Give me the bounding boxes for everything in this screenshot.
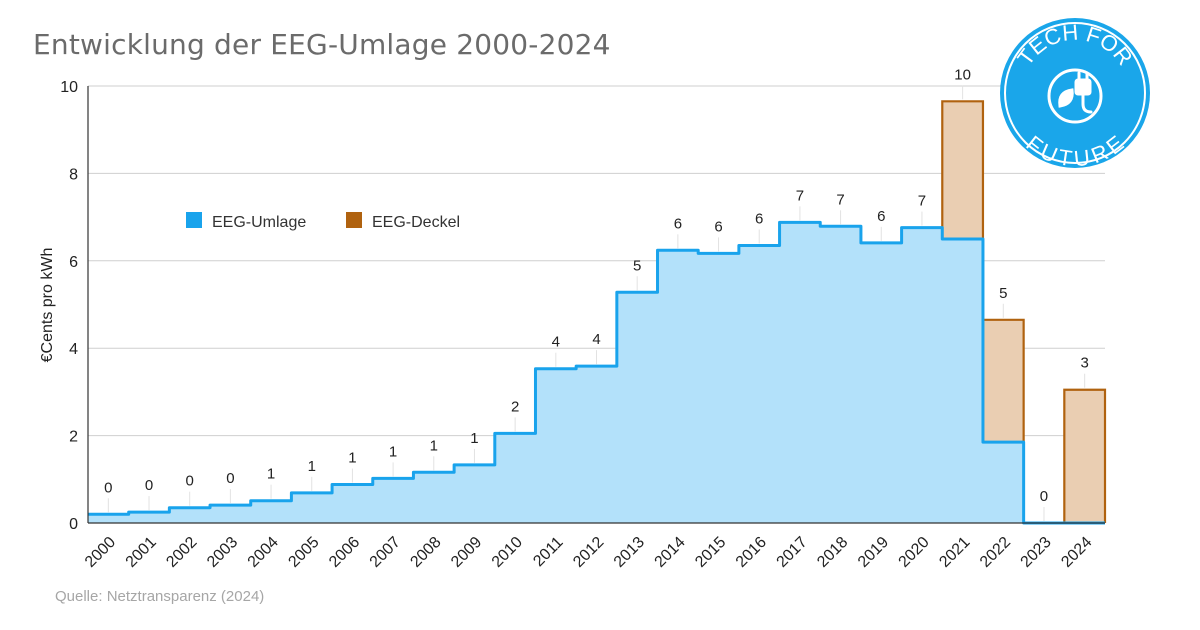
data-label: 0 [186,473,194,490]
legend: EEG-Umlage EEG-Deckel [186,212,460,231]
x-tick-label: 2017 [774,534,811,571]
data-label: 1 [470,430,478,447]
legend-label-deckel: EEG-Deckel [372,214,460,231]
deckel-bar [1064,389,1105,523]
data-label: 0 [1040,488,1048,505]
x-tick-label: 2022 [977,534,1014,571]
data-label: 5 [633,257,641,274]
x-axis-ticks: 2000 2001 2002 2003 2004 2005 2006 2007 2008 2009… [82,534,1096,571]
x-tick-label: 2015 [692,534,729,571]
data-label: 5 [999,285,1007,302]
umlage-line [88,220,1105,525]
data-label: 1 [308,458,316,475]
x-tick-label: 2023 [1018,534,1055,571]
x-tick-label: 2013 [611,534,648,571]
x-tick-label: 2021 [936,534,973,571]
x-tick-label: 2012 [570,534,607,571]
legend-label-umlage: EEG-Umlage [212,214,306,231]
x-tick-label: 2006 [326,534,363,571]
umlage-area [88,222,1105,523]
x-tick-label: 2018 [814,534,851,571]
y-axis-ticks: 0 2 4 6 8 10 [60,79,78,533]
x-tick-label: 2009 [448,534,485,571]
data-label: 6 [755,211,763,228]
data-label: 10 [954,66,971,83]
data-label: 4 [592,331,600,348]
data-label: 6 [674,215,682,232]
source-note: Quelle: Netztransparenz (2024) [55,588,265,605]
y-tick-label: 6 [69,254,78,271]
deckel-outline [941,100,985,239]
y-tick-label: 2 [69,429,78,446]
data-labels: 0 0 0 0 1 1 1 1 1 1 2 4 4 5 6 6 6 7 7 6 7 10 5 0 3 [104,66,1089,521]
x-tick-label: 2024 [1058,534,1095,571]
data-label: 7 [796,187,804,204]
data-label: 6 [877,208,885,225]
data-label: 0 [104,479,112,496]
chart-areas [88,100,1107,525]
data-label: 4 [552,334,560,351]
x-tick-label: 2000 [82,534,119,571]
legend-swatch-deckel [346,212,362,228]
deckel-bar [942,101,983,239]
x-tick-label: 2001 [123,534,160,571]
x-tick-label: 2010 [489,534,526,571]
x-tick-label: 2007 [367,534,404,571]
data-label: 7 [836,191,844,208]
data-label: 3 [1080,355,1088,372]
x-tick-label: 2016 [733,534,770,571]
data-label: 2 [511,398,519,415]
y-axis-label: €Cents pro kWh [39,248,56,363]
data-label: 1 [348,450,356,467]
legend-swatch-umlage [186,212,202,228]
deckel-outline [1063,388,1107,523]
x-tick-label: 2019 [855,534,892,571]
chart-title: Entwicklung der EEG-Umlage 2000-2024 [33,28,611,61]
deckel-bar [982,319,1024,443]
y-tick-label: 4 [69,341,78,358]
x-tick-label: 2004 [245,534,282,571]
axes [87,86,1105,524]
x-tick-label: 2003 [204,534,241,571]
x-tick-label: 2011 [530,534,566,570]
tech-for-future-logo: TECH FOR FUTURE [1000,18,1150,168]
x-tick-label: 2008 [407,534,444,571]
data-label: 6 [714,218,722,235]
y-tick-label: 8 [69,166,78,183]
data-label: 7 [918,193,926,210]
x-tick-label: 2005 [285,534,322,571]
x-tick-label: 2002 [163,534,200,571]
data-label: 1 [430,437,438,454]
data-label: 1 [389,443,397,460]
x-tick-label: 2014 [651,534,688,571]
data-label: 0 [145,477,153,494]
x-tick-label: 2020 [896,534,933,571]
y-tick-label: 10 [60,79,78,96]
plug-leaf-icon [1047,68,1103,124]
data-label: 1 [267,466,275,483]
y-tick-label: 0 [69,516,78,533]
data-label: 0 [226,470,234,487]
